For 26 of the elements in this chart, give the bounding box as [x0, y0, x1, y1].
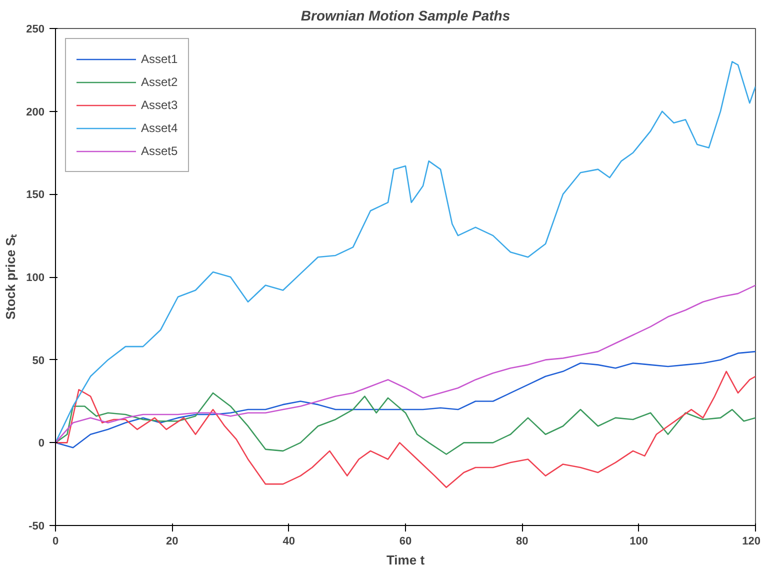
legend-label: Asset2	[141, 75, 178, 89]
x-tick-label: 20	[166, 536, 178, 548]
y-tick-label: 250	[26, 24, 45, 36]
line-series	[56, 370, 756, 488]
y-tick-label: 50	[32, 354, 45, 367]
y-tick-label: 100	[26, 272, 45, 284]
chart-title: Brownian Motion Sample Paths	[300, 8, 510, 24]
line-series	[56, 392, 756, 455]
x-tick-label: 0	[52, 536, 59, 548]
y-tick-label: 150	[26, 189, 45, 202]
x-tick-label: 80	[516, 536, 528, 548]
legend-label: Asset3	[141, 98, 178, 112]
line-series	[56, 284, 756, 444]
x-tick-label: 100	[630, 536, 648, 548]
legend-label: Asset4	[141, 121, 178, 135]
y-axis-title: Stock price Sₜ	[3, 233, 18, 320]
legend-label: Asset5	[141, 144, 178, 158]
y-tick-label: 0	[38, 438, 45, 450]
x-axis-title: Time t	[386, 552, 426, 568]
line-series	[56, 350, 756, 448]
x-tick-label: 120	[742, 536, 761, 548]
legend-label: Asset1	[141, 52, 178, 66]
y-tick-label: 200	[26, 106, 45, 118]
y-tick-label: -50	[28, 520, 45, 532]
x-tick-label: 40	[282, 536, 295, 548]
x-tick-label: 60	[399, 536, 412, 548]
